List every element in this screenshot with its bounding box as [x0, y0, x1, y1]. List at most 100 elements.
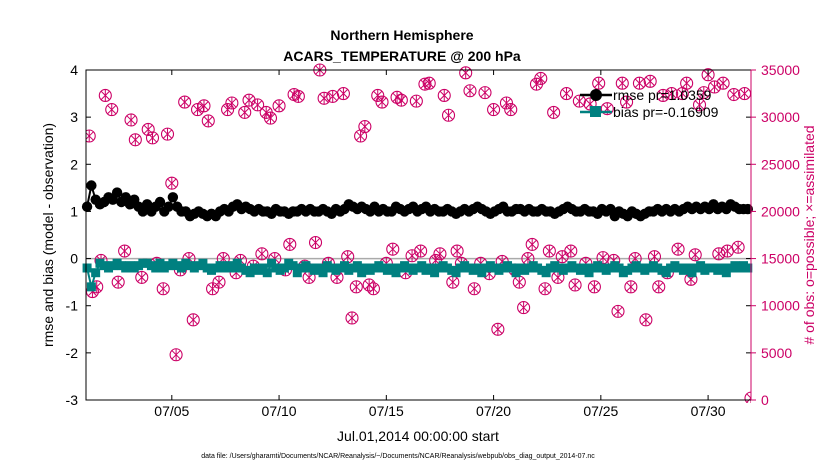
obs-point: [341, 250, 355, 264]
bias-point: [687, 268, 697, 278]
bias-point: [352, 261, 362, 271]
right-tick-label: 20000: [761, 203, 800, 219]
y-axis-label-right: # of obs: o=possible; ×=assimilated: [801, 125, 817, 344]
obs-point: [671, 242, 685, 256]
bias-point: [82, 263, 92, 273]
obs-point: [128, 133, 142, 147]
y-axis-label-left: rmse and bias (model - observation): [40, 123, 56, 347]
x-tick-label: 07/05: [154, 403, 189, 419]
bias-point: [661, 268, 671, 278]
obs-point: [251, 98, 265, 112]
x-axis-label: Jul.01,2014 00:00:00 start: [337, 428, 499, 444]
obs-point: [165, 176, 179, 190]
obs-point: [186, 313, 200, 327]
bias-point: [717, 263, 727, 273]
obs-point: [738, 87, 751, 101]
obs-point: [620, 95, 634, 109]
bias-point: [267, 258, 277, 268]
obs-point: [568, 278, 582, 292]
bias-point: [151, 263, 161, 273]
obs-point: [386, 242, 400, 256]
obs-point: [145, 131, 160, 145]
bias-point: [477, 268, 487, 278]
right-tick-label: 10000: [761, 298, 800, 314]
obs-point: [86, 129, 96, 143]
obs-point: [487, 103, 501, 117]
bias-point: [425, 263, 435, 273]
right-tick-label: 0: [761, 392, 769, 408]
obs-point: [572, 94, 586, 108]
left-tick-label: 3: [70, 109, 78, 125]
obs-point: [478, 86, 492, 100]
left-tick-label: -2: [66, 345, 79, 361]
obs-point: [160, 127, 175, 141]
bias-point: [318, 268, 328, 278]
bias-point: [314, 263, 324, 273]
obs-point: [647, 250, 662, 264]
bias-point: [743, 263, 753, 273]
rmse-point: [86, 180, 97, 191]
obs-point: [317, 91, 331, 105]
rmse-point: [81, 201, 93, 212]
obs-point: [283, 237, 297, 251]
obs-point: [744, 391, 751, 403]
bias-point: [262, 268, 272, 278]
obs-point: [336, 87, 350, 101]
bias-point: [357, 268, 367, 278]
bias-point: [288, 261, 298, 271]
bias-point: [584, 268, 594, 278]
obs-point: [441, 108, 456, 122]
bias-point: [232, 258, 242, 268]
obs-point: [308, 235, 323, 250]
obs-point: [692, 98, 707, 112]
left-tick-label: -1: [66, 298, 79, 314]
obs-point: [178, 95, 192, 109]
bias-point: [258, 263, 268, 273]
obs-point: [422, 76, 436, 90]
bias-point: [339, 261, 349, 271]
obs-point: [238, 105, 252, 119]
obs-point: [212, 275, 226, 289]
bias-point: [696, 261, 706, 271]
bias-point: [198, 258, 208, 268]
bias-point: [279, 263, 289, 273]
obs-point: [124, 113, 138, 127]
obs-point: [105, 103, 119, 117]
obs-point: [555, 250, 569, 264]
bias-point: [245, 268, 255, 278]
obs-point: [525, 237, 539, 251]
bias-point: [176, 263, 186, 273]
obs-point: [712, 247, 726, 261]
obs-point: [491, 322, 505, 336]
obs-point: [643, 74, 657, 88]
obs-point: [272, 99, 286, 113]
rmse-point: [154, 196, 166, 208]
bias-point: [417, 261, 427, 271]
obs-point: [437, 88, 451, 103]
bias-point: [91, 268, 101, 278]
bias-point: [228, 263, 238, 273]
obs-point: [467, 282, 481, 296]
right-tick-label: 35000: [761, 62, 800, 78]
obs-point: [517, 301, 531, 315]
obs-point: [499, 96, 514, 110]
obs-point: [463, 84, 477, 98]
obs-point: [225, 96, 239, 110]
obs-point: [135, 270, 149, 284]
legend-bias-label: bias pr=-0.16909: [613, 104, 719, 120]
obs-point: [345, 311, 359, 325]
obs-point: [394, 93, 408, 107]
obs-point: [450, 244, 464, 258]
right-y-axis: 0 5000 10000 15000 20000 25000 30000 35000: [750, 62, 800, 408]
obs-point: [665, 87, 679, 101]
obs-point: [375, 95, 389, 109]
rmse-point: [163, 201, 174, 212]
bias-point: [430, 268, 440, 278]
bias-point: [155, 258, 165, 268]
obs-point: [731, 240, 745, 254]
obs-point: [697, 86, 711, 100]
bias-point: [451, 268, 461, 278]
obs-point: [727, 87, 741, 102]
bias-point: [541, 268, 551, 278]
